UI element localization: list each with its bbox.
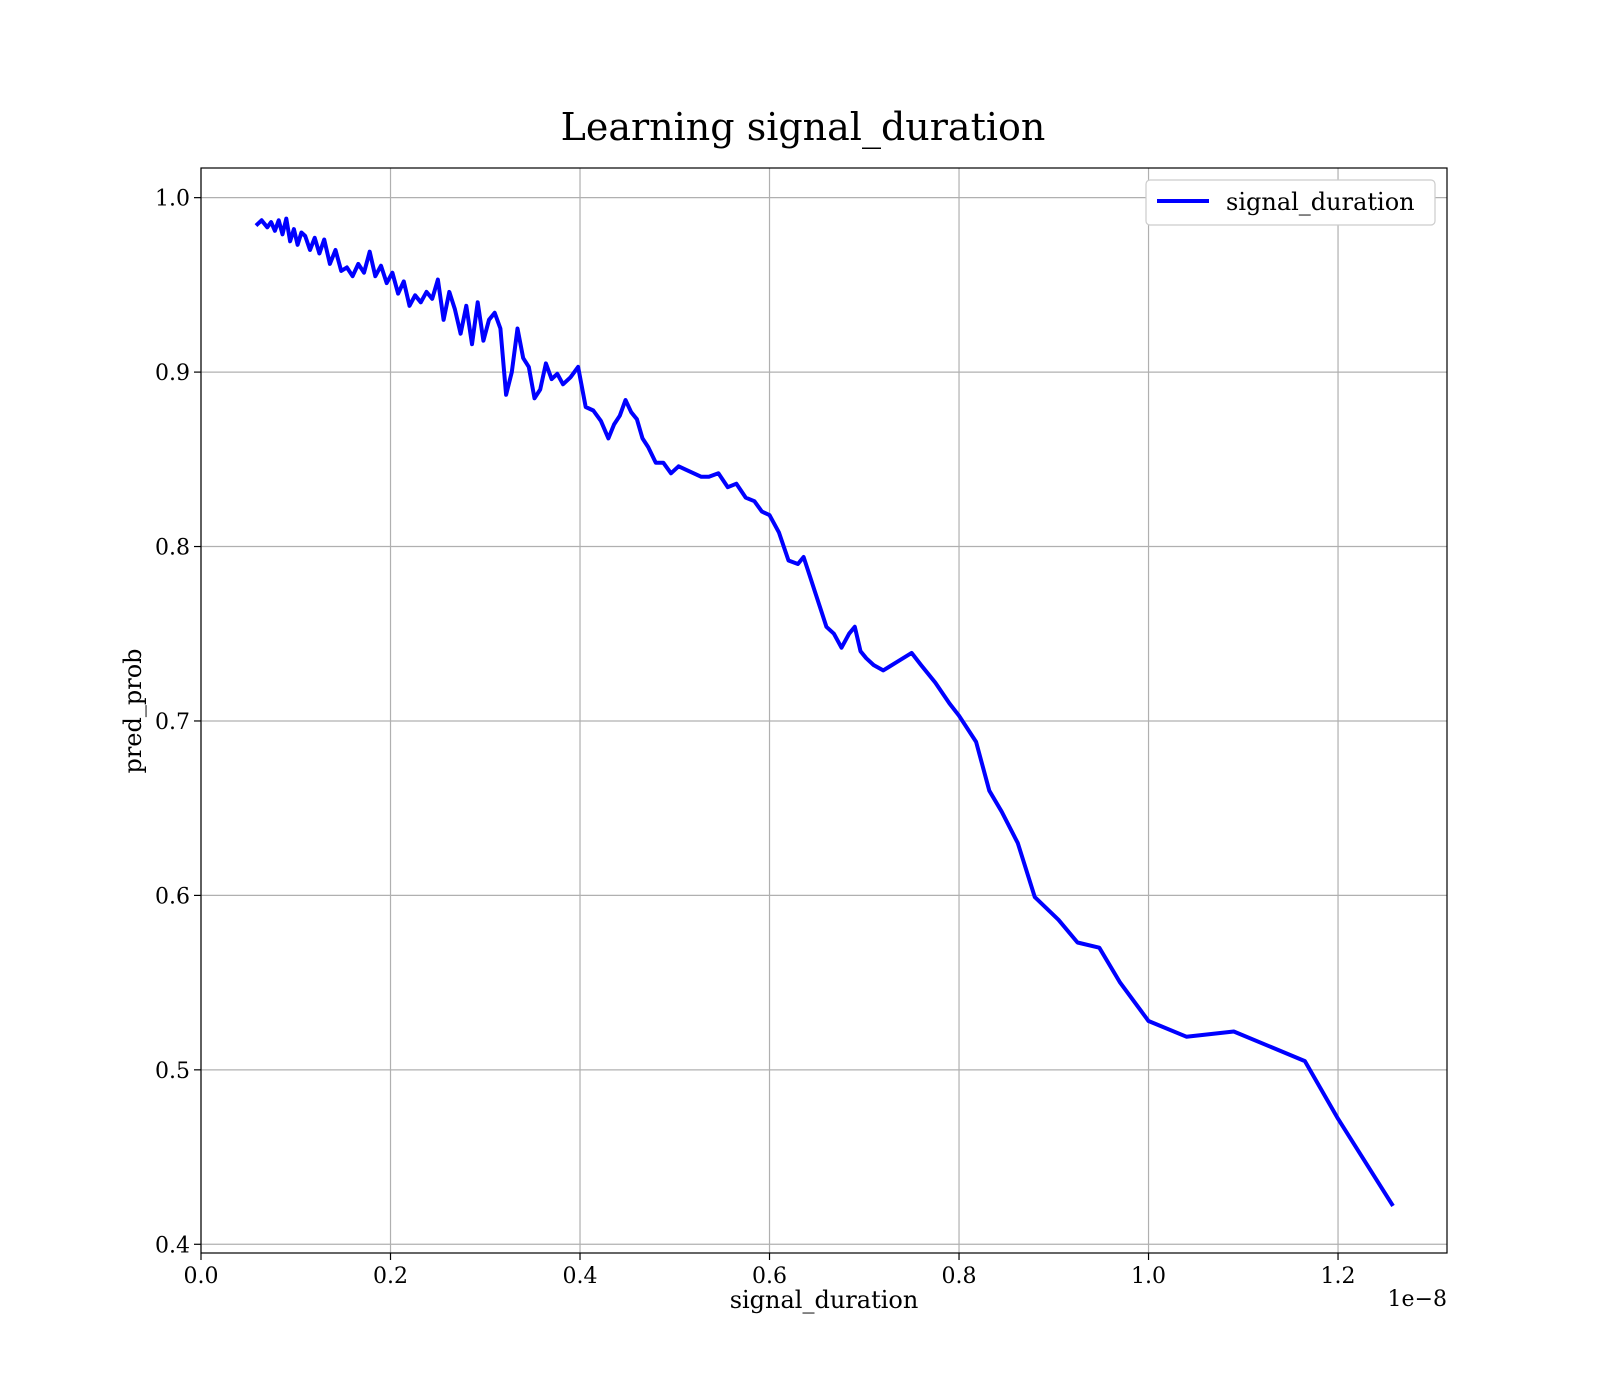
plot-frame bbox=[200, 167, 1448, 1254]
y-tick-label: 0.8 bbox=[155, 536, 190, 561]
legend-box bbox=[1145, 179, 1436, 226]
y-tick-label: 0.6 bbox=[155, 884, 190, 909]
series-line-signal_duration bbox=[254, 216, 1395, 1207]
y-tick-label: 0.5 bbox=[155, 1059, 190, 1084]
x-tick-label: 0.8 bbox=[942, 1264, 977, 1289]
y-tick-label: 0.7 bbox=[155, 710, 190, 735]
legend: signal_duration bbox=[1145, 179, 1436, 226]
y-axis-label: pred_prob bbox=[119, 648, 147, 773]
series-layer bbox=[254, 216, 1395, 1207]
x-tick-label: 0.2 bbox=[373, 1264, 408, 1289]
x-tick-label: 0.6 bbox=[752, 1264, 787, 1289]
x-tick-label: 0.4 bbox=[563, 1264, 598, 1289]
x-axis-label: signal_duration bbox=[730, 1286, 919, 1314]
chart-title: Learning signal_duration bbox=[561, 105, 1046, 150]
gridlines bbox=[200, 168, 1447, 1253]
y-tick-label: 0.4 bbox=[155, 1233, 190, 1258]
x-axis-offset-text: 1e−8 bbox=[1388, 1287, 1447, 1312]
x-tick-label: 1.2 bbox=[1321, 1264, 1356, 1289]
axis-ticks: 0.0 0.2 0.4 0.6 0.8 1.0 1.2 0.4 0.5 0.6 0.7 0.8 0.9 1… bbox=[155, 187, 1356, 1289]
legend-label-signal_duration: signal_duration bbox=[1226, 188, 1415, 216]
y-tick-label: 1.0 bbox=[155, 187, 190, 212]
x-tick-label: 0.0 bbox=[184, 1264, 219, 1289]
y-tick-label: 0.9 bbox=[155, 361, 190, 386]
x-tick-label: 1.0 bbox=[1131, 1264, 1166, 1289]
